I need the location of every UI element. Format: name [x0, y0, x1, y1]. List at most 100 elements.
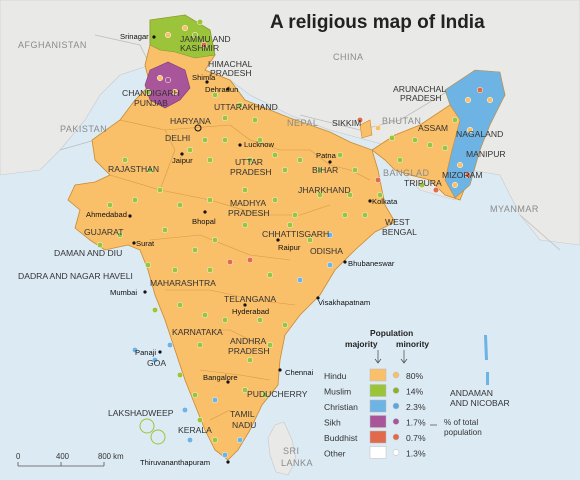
state-puducherry: PUDUCHERRY [247, 389, 308, 399]
minority-dot [201, 136, 209, 144]
state-kerala: KERALA [178, 425, 212, 435]
country-srilanka-2: LANKA [281, 458, 313, 468]
state-mp-2: PRADESH [228, 208, 270, 218]
state-ap-1: ANDHRA [230, 336, 267, 346]
legend-dot [392, 433, 400, 441]
minority-dot [246, 156, 254, 164]
minority-dot [151, 306, 159, 314]
legend-col-minority: minority [396, 339, 429, 349]
country-pakistan: PAKISTAN [60, 124, 107, 134]
state-daman: DAMAN AND DIU [54, 248, 122, 258]
city-thiruvananthapuram: Thiruvananthapuram [140, 458, 210, 467]
minority-dot [171, 88, 179, 96]
city-mumbai: Mumbai [110, 288, 137, 297]
state-mp-1: MADHYA [230, 198, 266, 208]
minority-dot [131, 346, 139, 354]
city-kolkata: Kolkata [372, 197, 398, 206]
minority-dot [266, 271, 274, 279]
state-andaman-1: ANDAMAN [450, 388, 493, 398]
jk-muslim [149, 14, 216, 59]
city-dehradun: Dehradun [205, 85, 238, 94]
minority-dot [336, 151, 344, 159]
city-ahmedabad: Ahmedabad [86, 210, 127, 219]
state-up-2: PRADESH [230, 167, 272, 177]
legend-swatch [369, 430, 387, 444]
minority-dot [156, 74, 164, 82]
state-manipur: MANIPUR [466, 149, 506, 159]
legend-swatch [369, 384, 387, 397]
sri-lanka [267, 421, 297, 476]
legend-dot [392, 449, 400, 456]
minority-dot [271, 151, 279, 159]
legend-row-name: Buddhist [324, 433, 358, 443]
state-jharkhand: JHARKHAND [298, 185, 351, 195]
minority-dot [241, 186, 249, 194]
minority-dot [341, 211, 349, 219]
legend-row-name: Christian [324, 402, 358, 412]
city-bhopal: Bhopal [192, 217, 216, 226]
country-myanmar: MYANMAR [490, 204, 539, 214]
minority-dot [326, 261, 334, 269]
minority-dot [200, 41, 208, 49]
minority-dot [176, 301, 184, 309]
minority-dot [206, 266, 214, 274]
minority-dot [266, 341, 274, 349]
minority-dot [164, 76, 172, 84]
minority-dot [186, 146, 194, 154]
state-jk-2: KASHMIR [180, 43, 219, 53]
minority-dot [236, 101, 244, 109]
minority-dot [316, 191, 324, 199]
minority-dot [456, 161, 464, 169]
minority-dot [144, 88, 152, 96]
minority-dot [176, 371, 184, 379]
minority-dot [251, 116, 259, 124]
minority-dot [221, 136, 229, 144]
minority-dot [296, 156, 304, 164]
country-srilanka-1: SRI [283, 446, 300, 456]
minority-dot [181, 406, 189, 414]
minority-dot [241, 386, 249, 394]
minority-dot [281, 166, 289, 174]
minority-dots [96, 18, 494, 459]
city-chennai: Chennai [285, 368, 314, 377]
city-patna: Patna [316, 151, 337, 160]
minority-dot [196, 341, 204, 349]
legend-row-pct: 1.7% [406, 418, 426, 428]
minority-dot [476, 86, 484, 94]
minority-dot [96, 241, 104, 249]
legend-row-pct: 1.3% [406, 449, 426, 459]
minority-dot [374, 176, 382, 184]
legend-row-pct: 14% [406, 387, 424, 397]
state-nagaland: NAGALAND [456, 129, 503, 139]
state-himachal-1: HIMACHAL [208, 59, 253, 69]
legend-swatch [369, 399, 387, 413]
minority-dot [486, 96, 494, 104]
sikkim [359, 119, 373, 139]
minority-dot [121, 156, 129, 164]
state-chandigarh: CHANDIGARH [122, 88, 180, 98]
legend-arrows [374, 350, 408, 364]
minority-dot [226, 258, 234, 266]
minority-dot [464, 96, 472, 104]
legend-note-2: population [444, 428, 482, 437]
country-nepal: NEPAL [287, 118, 318, 128]
minority-dot [246, 256, 254, 264]
minority-dot [201, 311, 209, 319]
minority-dot [116, 231, 124, 239]
legend-dot [392, 418, 400, 425]
legend-swatch [369, 368, 387, 382]
state-ap-2: PRADESH [228, 346, 270, 356]
country-china: CHINA [333, 52, 364, 62]
minority-dot [206, 156, 214, 164]
minority-dot [161, 226, 169, 234]
minority-dot [256, 316, 264, 324]
minority-dot [316, 166, 324, 174]
country-bangladesh: BANGLAD [383, 168, 430, 178]
state-goa: GOA [147, 358, 166, 368]
legend-swatch [369, 415, 387, 428]
minority-dot [306, 236, 314, 244]
minority-dot [196, 416, 204, 424]
minority-dot [236, 436, 244, 444]
minority-dot [451, 181, 459, 189]
